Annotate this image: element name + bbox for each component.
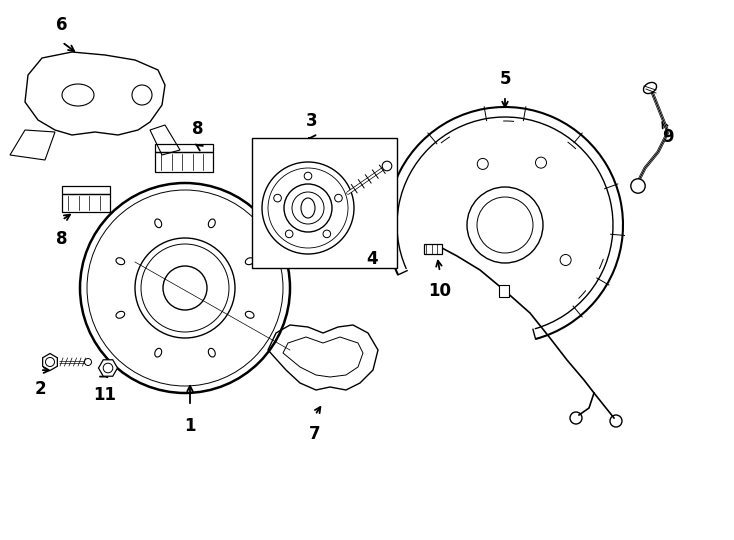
Text: 6: 6 bbox=[57, 16, 68, 34]
Bar bbox=[499, 285, 509, 297]
Polygon shape bbox=[98, 360, 117, 376]
Text: 8: 8 bbox=[57, 230, 68, 248]
Bar bbox=[424, 244, 442, 254]
Bar bbox=[252, 138, 397, 268]
Text: 4: 4 bbox=[366, 250, 378, 268]
Text: 9: 9 bbox=[662, 128, 674, 146]
Polygon shape bbox=[43, 354, 57, 370]
Text: 5: 5 bbox=[499, 70, 511, 88]
Bar bbox=[62, 194, 110, 212]
Circle shape bbox=[84, 359, 92, 366]
Text: 10: 10 bbox=[429, 282, 451, 300]
Text: 1: 1 bbox=[184, 417, 196, 435]
Ellipse shape bbox=[644, 83, 656, 93]
Text: 11: 11 bbox=[93, 386, 117, 404]
Text: 7: 7 bbox=[309, 425, 321, 443]
Circle shape bbox=[382, 161, 392, 171]
Text: 2: 2 bbox=[34, 380, 46, 398]
Text: 3: 3 bbox=[306, 112, 318, 130]
Text: 8: 8 bbox=[192, 120, 204, 138]
Bar bbox=[155, 152, 213, 172]
Circle shape bbox=[631, 179, 645, 193]
